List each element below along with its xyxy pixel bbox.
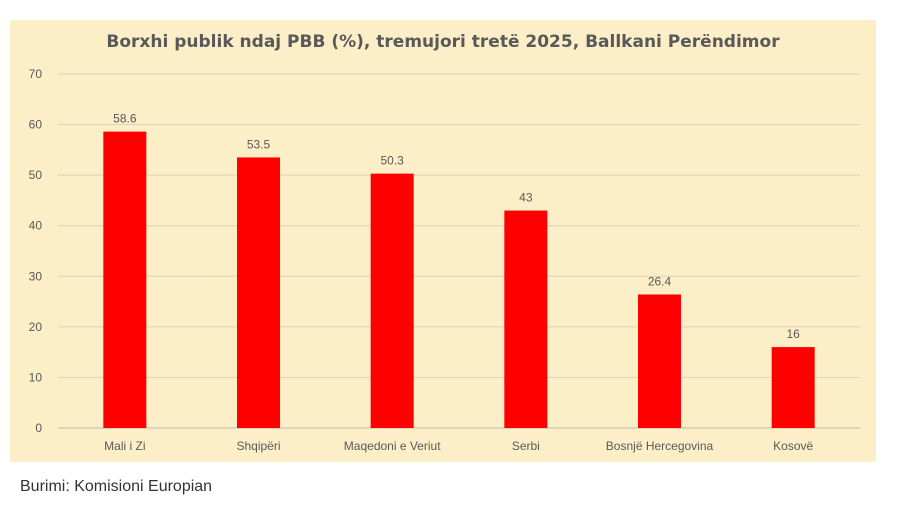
bar	[771, 347, 815, 428]
x-tick-label: Shqipëri	[236, 439, 280, 453]
data-label: 43	[519, 191, 533, 205]
x-tick-label: Bosnjë Hercegovina	[606, 439, 714, 453]
y-tick-label: 70	[29, 67, 43, 81]
bar	[370, 173, 414, 428]
x-tick-label: Mali i Zi	[104, 439, 145, 453]
chart-title: Borxhi publik ndaj PBB (%), tremujori tr…	[106, 32, 780, 52]
x-tick-label: Serbi	[512, 439, 540, 453]
x-tick-label: Kosovë	[773, 439, 813, 453]
y-tick-label: 60	[29, 118, 43, 132]
source-caption: Burimi: Komisioni Europian	[20, 478, 213, 495]
y-tick-label: 30	[29, 269, 43, 283]
y-tick-label: 20	[29, 320, 43, 334]
y-tick-label: 40	[29, 219, 43, 233]
data-label: 53.5	[247, 137, 271, 151]
bar	[103, 131, 147, 428]
y-tick-label: 10	[29, 370, 43, 384]
bar	[504, 210, 548, 428]
chart-panel: Borxhi publik ndaj PBB (%), tremujori tr…	[10, 20, 876, 462]
y-tick-label: 0	[35, 421, 42, 435]
data-label: 50.3	[380, 154, 404, 168]
y-tick-label: 50	[29, 168, 43, 182]
bar	[237, 157, 280, 428]
bar	[638, 294, 681, 428]
data-label: 26.4	[648, 274, 672, 288]
bar-chart: 0 10 20 30 40 50 60 70 58.6 Mali i Zi 53.5 Shqipëri…	[29, 67, 860, 453]
data-label: 16	[786, 327, 800, 341]
x-tick-label: Maqedoni e Veriut	[344, 439, 441, 453]
data-label: 58.6	[113, 112, 137, 126]
